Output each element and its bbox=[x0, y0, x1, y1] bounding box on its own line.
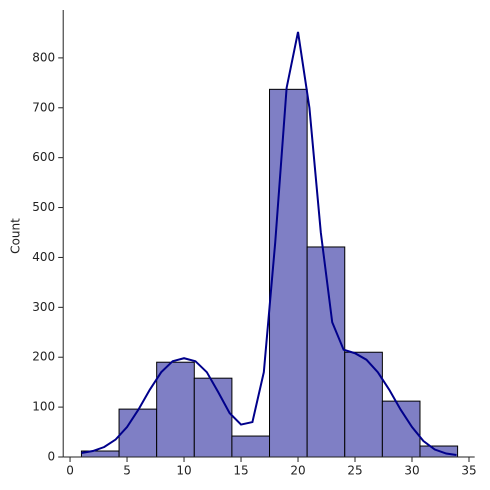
y-tick-label: 800 bbox=[32, 50, 55, 64]
bar bbox=[269, 88, 308, 458]
y-tick-label: 400 bbox=[32, 250, 55, 264]
x-tick-label: 35 bbox=[461, 464, 476, 478]
x-tick-label: 0 bbox=[66, 464, 74, 478]
y-tick-label: 300 bbox=[32, 300, 55, 314]
y-tick-label: 200 bbox=[32, 350, 55, 364]
bar bbox=[156, 361, 195, 458]
bar bbox=[344, 351, 383, 458]
x-tick-label: 30 bbox=[404, 464, 419, 478]
y-tick-label: 700 bbox=[32, 100, 55, 114]
y-tick-label: 600 bbox=[32, 150, 55, 164]
bar bbox=[231, 435, 271, 458]
y-tick-label: 100 bbox=[32, 400, 55, 414]
bar bbox=[118, 408, 158, 458]
bar bbox=[193, 377, 233, 458]
x-tick-label: 15 bbox=[233, 464, 248, 478]
x-tick-label: 20 bbox=[290, 464, 305, 478]
y-axis-label: Count bbox=[9, 218, 23, 254]
y-tick-label: 0 bbox=[48, 450, 56, 464]
y-tick-label: 500 bbox=[32, 200, 55, 214]
x-tick-label: 5 bbox=[123, 464, 131, 478]
kde-line bbox=[81, 31, 457, 456]
x-tick-label: 10 bbox=[176, 464, 191, 478]
x-tick-label: 25 bbox=[347, 464, 362, 478]
